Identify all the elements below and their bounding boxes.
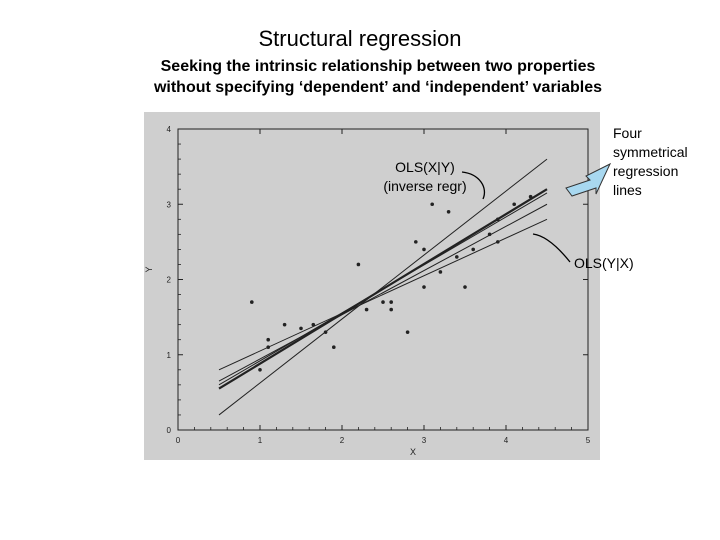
- block-arrow-icon: [565, 162, 612, 197]
- y-tick-label: 0: [167, 426, 172, 435]
- plot-svg: 0 1 2 3 4 5 0 1 2 3 4 X Y: [144, 125, 591, 457]
- data-point: [332, 345, 336, 350]
- slide-title: Structural regression: [258, 26, 462, 51]
- x-tick-label: 2: [340, 436, 345, 445]
- annotation-ols-xy: OLS(X|Y) (inverse regr): [350, 158, 500, 196]
- ols-yx-callout-line: [532, 233, 571, 263]
- data-point: [299, 326, 303, 331]
- data-point: [430, 202, 435, 207]
- annotation-ols-yx: OLS(Y|X): [574, 255, 634, 271]
- x-tick-label: 0: [176, 436, 181, 445]
- data-point: [471, 247, 476, 252]
- y-tick-label: 3: [167, 200, 172, 209]
- x-axis-label: X: [410, 447, 416, 457]
- annotation-four-line1: Four: [613, 125, 642, 141]
- data-point: [422, 285, 426, 289]
- x-tick-label: 3: [422, 436, 427, 445]
- data-point: [446, 209, 451, 214]
- data-point: [455, 255, 459, 259]
- y-tick-label: 2: [167, 276, 172, 285]
- x-tick-label: 5: [586, 436, 591, 445]
- data-point: [512, 202, 516, 207]
- data-point: [266, 345, 270, 350]
- data-point: [311, 322, 316, 327]
- data-point: [266, 337, 270, 342]
- data-point: [356, 262, 361, 267]
- data-point: [381, 300, 385, 304]
- annotation-ols-xy-line1: OLS(X|Y): [395, 159, 455, 175]
- data-point: [389, 307, 393, 312]
- data-point: [364, 307, 369, 312]
- data-point: [496, 240, 500, 244]
- regression-line: [218, 218, 548, 371]
- regression-line: [218, 203, 548, 382]
- y-tick-label: 1: [167, 351, 172, 360]
- data-point: [528, 194, 533, 199]
- y-tick-label: 4: [167, 125, 172, 134]
- subtitle-line-2: without specifying ‘dependent’ and ‘inde…: [153, 79, 603, 96]
- data-point: [323, 330, 328, 334]
- data-point: [496, 217, 500, 222]
- y-axis-label: Y: [144, 266, 154, 272]
- data-point: [250, 300, 254, 304]
- data-point: [422, 247, 426, 252]
- data-point: [405, 330, 410, 334]
- regression-line: [218, 192, 548, 386]
- ols-xy-callout-line: [461, 171, 486, 200]
- data-point: [414, 240, 418, 244]
- scatter-plot: 0 1 2 3 4 5 0 1 2 3 4 X Y: [144, 112, 600, 460]
- slide-subtitle: Seeking the intrinsic relationship betwe…: [0, 56, 720, 98]
- data-point: [487, 232, 492, 237]
- x-tick-label: 4: [504, 436, 509, 445]
- data-point: [389, 300, 393, 304]
- annotation-four-lines: Four symmetrical regression lines: [613, 124, 720, 200]
- annotation-four-line3: regression: [613, 163, 679, 179]
- annotation-ols-xy-line2: (inverse regr): [383, 178, 467, 194]
- data-point: [463, 285, 467, 289]
- data-point: [282, 322, 287, 327]
- x-tick-label: 1: [258, 436, 263, 445]
- regression-line: [218, 158, 548, 416]
- annotation-four-line4: lines: [613, 182, 642, 198]
- data-point: [258, 368, 262, 372]
- data-point: [438, 270, 443, 274]
- annotation-four-line2: symmetrical: [613, 144, 688, 160]
- subtitle-line-1: Seeking the intrinsic relationship betwe…: [160, 58, 596, 75]
